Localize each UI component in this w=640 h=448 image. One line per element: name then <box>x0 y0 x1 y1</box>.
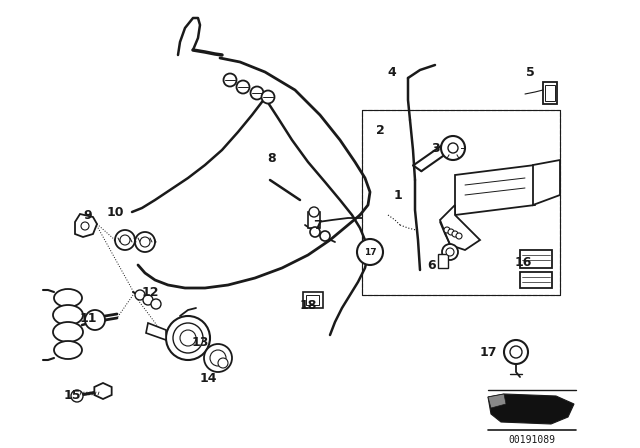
Bar <box>362 110 560 295</box>
Text: 15: 15 <box>63 388 81 401</box>
Text: 10: 10 <box>106 206 124 219</box>
Text: 3: 3 <box>431 142 439 155</box>
Ellipse shape <box>54 341 82 359</box>
Circle shape <box>444 227 450 233</box>
Polygon shape <box>146 323 166 340</box>
Text: 8: 8 <box>268 151 276 164</box>
Text: 17: 17 <box>479 345 497 358</box>
Circle shape <box>448 143 458 153</box>
Text: 9: 9 <box>84 208 92 221</box>
Text: 2: 2 <box>376 124 385 137</box>
Text: 6: 6 <box>428 258 436 271</box>
Circle shape <box>85 310 105 330</box>
Circle shape <box>262 90 275 103</box>
Circle shape <box>446 248 454 256</box>
Bar <box>303 292 323 308</box>
Circle shape <box>81 222 89 230</box>
Circle shape <box>456 233 462 239</box>
Bar <box>306 295 319 305</box>
Circle shape <box>71 390 83 402</box>
Circle shape <box>310 227 320 237</box>
Circle shape <box>510 346 522 358</box>
Circle shape <box>204 344 232 372</box>
Text: 13: 13 <box>191 336 209 349</box>
Bar <box>520 250 552 268</box>
Circle shape <box>180 330 196 346</box>
Text: 14: 14 <box>199 371 217 384</box>
Circle shape <box>441 136 465 160</box>
Bar <box>545 85 555 101</box>
Bar <box>308 212 320 228</box>
Circle shape <box>320 231 330 241</box>
Circle shape <box>504 340 528 364</box>
Polygon shape <box>533 160 560 205</box>
Polygon shape <box>488 394 574 424</box>
Circle shape <box>309 207 319 217</box>
Bar <box>438 254 448 268</box>
Circle shape <box>223 73 237 86</box>
Text: 00191089: 00191089 <box>509 435 556 445</box>
Circle shape <box>140 237 150 247</box>
Text: 12: 12 <box>141 285 159 298</box>
Bar <box>362 110 560 295</box>
Circle shape <box>143 295 153 305</box>
Text: 4: 4 <box>388 65 396 78</box>
Circle shape <box>210 350 226 366</box>
Circle shape <box>115 230 135 250</box>
Circle shape <box>448 229 454 235</box>
Circle shape <box>452 231 458 237</box>
Polygon shape <box>440 205 480 250</box>
Circle shape <box>135 232 155 252</box>
Polygon shape <box>455 165 535 215</box>
Text: 17: 17 <box>364 247 376 257</box>
Polygon shape <box>94 383 111 399</box>
Text: 16: 16 <box>515 255 532 268</box>
Circle shape <box>151 299 161 309</box>
Text: 7: 7 <box>314 219 323 232</box>
Text: 5: 5 <box>525 65 534 78</box>
Polygon shape <box>75 214 97 237</box>
Text: 11: 11 <box>79 311 97 324</box>
Ellipse shape <box>53 305 83 325</box>
Text: 18: 18 <box>300 298 317 311</box>
Circle shape <box>218 358 228 368</box>
Circle shape <box>135 290 145 300</box>
Circle shape <box>357 239 383 265</box>
Circle shape <box>442 244 458 260</box>
Circle shape <box>173 323 203 353</box>
Bar <box>520 272 552 288</box>
Text: 1: 1 <box>394 189 403 202</box>
Circle shape <box>166 316 210 360</box>
Circle shape <box>250 86 264 99</box>
Circle shape <box>120 235 130 245</box>
Ellipse shape <box>54 289 82 307</box>
Ellipse shape <box>53 322 83 342</box>
Circle shape <box>237 81 250 94</box>
Polygon shape <box>488 394 506 408</box>
Bar <box>543 82 557 104</box>
